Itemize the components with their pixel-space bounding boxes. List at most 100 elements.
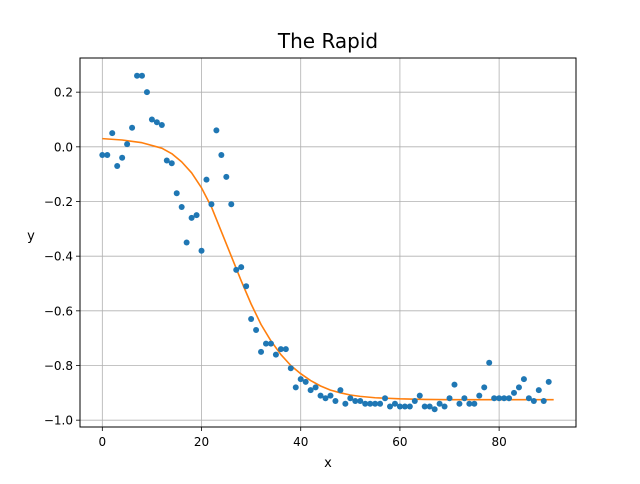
data-point xyxy=(461,395,468,402)
data-point xyxy=(471,400,478,407)
data-point xyxy=(396,403,403,410)
axes-frame xyxy=(79,57,577,428)
data-point xyxy=(148,116,155,123)
data-point xyxy=(382,395,389,402)
data-point xyxy=(411,398,418,405)
y-tick-label: 0.0 xyxy=(54,140,73,154)
data-point xyxy=(213,127,220,134)
data-point xyxy=(233,266,240,273)
data-point xyxy=(134,72,141,79)
data-point xyxy=(441,403,448,410)
data-point xyxy=(476,392,483,399)
x-tick-label: 60 xyxy=(392,435,407,449)
data-point xyxy=(124,141,131,148)
data-point xyxy=(129,124,136,131)
data-point xyxy=(272,351,279,358)
y-axis-label: y xyxy=(27,229,35,244)
data-point xyxy=(387,403,393,410)
data-point xyxy=(317,392,324,399)
data-point xyxy=(506,395,513,402)
data-point xyxy=(535,387,542,394)
x-tick-label: 0 xyxy=(98,435,106,449)
data-point xyxy=(525,395,532,402)
y-tick-label: 0.2 xyxy=(54,86,73,100)
data-point xyxy=(540,398,547,405)
data-point xyxy=(193,212,200,219)
data-point xyxy=(322,395,329,402)
data-point xyxy=(163,157,170,164)
data-point xyxy=(421,403,428,410)
data-point xyxy=(332,398,339,405)
data-point xyxy=(377,400,384,407)
data-point xyxy=(188,214,195,221)
data-point xyxy=(282,346,289,353)
plot-area xyxy=(99,72,554,413)
data-point xyxy=(416,392,423,399)
ticks: 0 20 40 60 80 0.2 0.0 −0.2 −0.4 −0.6 −0.8 −1.0 xyxy=(44,86,507,449)
data-point xyxy=(486,359,493,366)
data-point xyxy=(218,152,225,159)
data-point xyxy=(511,389,517,396)
data-point xyxy=(406,403,413,410)
y-tick-label: −0.6 xyxy=(44,304,73,318)
data-point xyxy=(243,283,250,290)
y-tick-label: −0.8 xyxy=(44,359,73,373)
data-point xyxy=(238,264,245,271)
data-point xyxy=(267,340,274,347)
x-tick-label: 80 xyxy=(491,435,506,449)
data-point xyxy=(109,130,116,137)
data-point xyxy=(362,400,369,407)
data-point xyxy=(431,406,438,413)
data-point xyxy=(466,400,473,407)
data-point xyxy=(312,384,319,391)
data-point xyxy=(337,387,344,394)
data-point xyxy=(203,176,210,183)
data-point xyxy=(426,403,433,410)
chart-title: The Rapid xyxy=(277,29,378,53)
y-tick-label: −0.4 xyxy=(44,250,73,264)
data-point xyxy=(401,403,408,410)
data-point xyxy=(391,400,398,407)
data-point xyxy=(545,378,552,385)
data-point xyxy=(367,400,374,407)
y-tick-label: −0.2 xyxy=(44,195,73,209)
data-point xyxy=(491,395,498,402)
data-point xyxy=(302,378,309,385)
data-point xyxy=(143,89,150,96)
data-point xyxy=(228,201,235,208)
x-tick-label: 40 xyxy=(293,435,308,449)
data-point xyxy=(223,173,230,180)
data-point xyxy=(253,326,260,333)
data-point xyxy=(501,395,508,402)
data-point xyxy=(153,119,160,126)
data-point xyxy=(530,398,537,405)
data-point xyxy=(287,365,294,372)
data-point xyxy=(496,395,503,402)
data-point xyxy=(357,398,364,405)
data-point xyxy=(347,395,354,402)
grid xyxy=(80,58,576,427)
data-point xyxy=(114,162,121,169)
data-point xyxy=(119,154,126,161)
data-point xyxy=(263,340,269,347)
data-point xyxy=(481,384,488,391)
data-point xyxy=(173,190,180,197)
data-point xyxy=(515,384,522,391)
data-point xyxy=(456,400,463,407)
data-point xyxy=(342,400,349,407)
data-point xyxy=(104,152,111,159)
data-point xyxy=(292,384,299,391)
data-point xyxy=(139,72,145,79)
data-point xyxy=(248,316,255,323)
data-point xyxy=(158,121,165,128)
data-point xyxy=(451,381,458,388)
data-point xyxy=(178,203,185,210)
y-tick-label: −1.0 xyxy=(44,414,73,428)
data-point xyxy=(99,152,106,159)
data-point xyxy=(258,348,265,355)
data-point xyxy=(198,247,205,254)
data-point xyxy=(352,398,359,405)
